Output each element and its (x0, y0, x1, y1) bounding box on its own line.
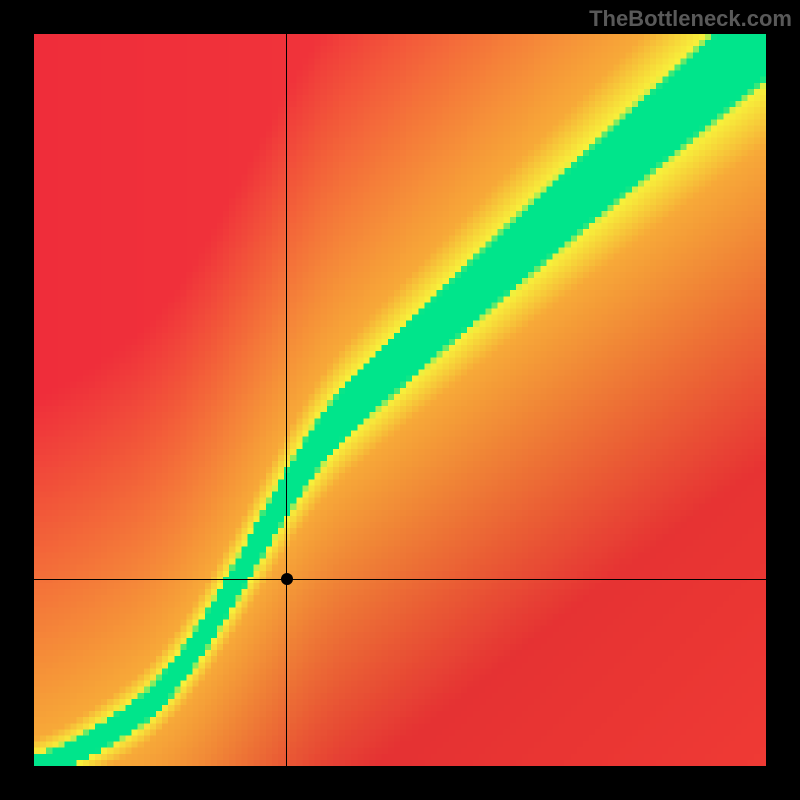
bottleneck-heatmap (34, 34, 766, 766)
chart-container: TheBottleneck.com (0, 0, 800, 800)
crosshair-vertical (286, 34, 287, 766)
watermark-text: TheBottleneck.com (589, 6, 792, 32)
selection-marker-dot (281, 573, 293, 585)
crosshair-horizontal (34, 579, 766, 580)
